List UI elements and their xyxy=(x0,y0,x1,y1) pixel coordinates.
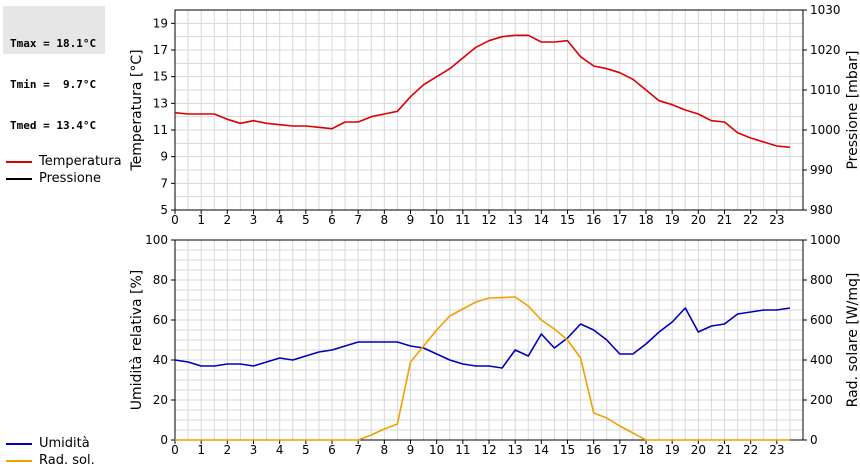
panel1-x-tick-label: 6 xyxy=(328,213,336,227)
panel2-x-tick-label: 13 xyxy=(508,443,523,457)
panel2-x-tick-label: 23 xyxy=(769,443,784,457)
panel1-x-tick-label: 15 xyxy=(560,213,575,227)
panel1-x-tick-label: 19 xyxy=(665,213,680,227)
panel1-y-tick-label: 15 xyxy=(153,70,168,84)
panel2-y-tick-label-right: 400 xyxy=(810,353,833,367)
panel2-x-tick-label: 11 xyxy=(455,443,470,457)
panel1-y-tick-label: 9 xyxy=(160,150,168,164)
panel2-x-tick-label: 3 xyxy=(250,443,258,457)
panel2-x-tick-label: 15 xyxy=(560,443,575,457)
legend-label-umidita: Umidità xyxy=(39,436,90,451)
panel1-y-tick-label-right: 1010 xyxy=(810,83,841,97)
panel2-x-tick-label: 18 xyxy=(638,443,653,457)
panel2-x-tick-label: 10 xyxy=(429,443,444,457)
panel1-x-tick-label: 14 xyxy=(534,213,549,227)
panel2-x-tick-label: 2 xyxy=(224,443,232,457)
panel2-x-tick-label: 6 xyxy=(328,443,336,457)
panel1-frame xyxy=(174,9,804,211)
legend-label-pressione: Pressione xyxy=(39,171,102,186)
panel1-x-tick-label: 4 xyxy=(276,213,284,227)
panel2-y-tick-label: 40 xyxy=(153,353,168,367)
panel2-x-tick-label: 9 xyxy=(407,443,415,457)
panel2-y-tick-label-right: 200 xyxy=(810,393,833,407)
panel1-x-tick-label: 21 xyxy=(717,213,732,227)
panel1-y-tick-label: 7 xyxy=(160,176,168,190)
panel2-x-tick-label: 20 xyxy=(691,443,706,457)
panel1-x-tick-label: 20 xyxy=(691,213,706,227)
panel2-x-tick-label: 22 xyxy=(743,443,758,457)
panel1-x-tick-label: 9 xyxy=(407,213,415,227)
panel1-x-tick-label: 5 xyxy=(302,213,310,227)
panel1-y-tick-label-right: 1030 xyxy=(810,3,841,17)
panel2-x-tick-label: 12 xyxy=(481,443,496,457)
panel2-ylabel-right: Rad. solare [W/mq] xyxy=(845,273,860,408)
panel1-x-tick-label: 1 xyxy=(197,213,205,227)
panel2-x-tick-label: 4 xyxy=(276,443,284,457)
panel1-x-tick-label: 18 xyxy=(638,213,653,227)
panel2-x-tick-label: 8 xyxy=(381,443,389,457)
panel1-x-tick-label: 12 xyxy=(481,213,496,227)
panel1-y-tick-label-right: 980 xyxy=(810,203,833,217)
panel1-x-tick-label: 22 xyxy=(743,213,758,227)
panel2-y-tick-label: 0 xyxy=(160,433,168,447)
panel1-y-tick-label: 5 xyxy=(160,203,168,217)
stat-tmax: Tmax = 18.1°C xyxy=(10,37,97,50)
legend-swatch-pressione xyxy=(6,178,32,180)
panel1-x-tick-label: 0 xyxy=(171,213,179,227)
panel2-y-tick-label-right: 0 xyxy=(810,433,818,447)
stats-box: Tmax = 18.1°C Tmin = 9.7°C Tmed = 13.4°C xyxy=(3,6,105,132)
panel1-x-tick-label: 16 xyxy=(586,213,601,227)
panel2-x-tick-label: 14 xyxy=(534,443,549,457)
panel2-x-tick-label: 7 xyxy=(354,443,362,457)
panel1-y-tick-label: 11 xyxy=(153,123,168,137)
panel2-x-tick-label: 1 xyxy=(197,443,205,457)
panel2-y-tick-label-right: 800 xyxy=(810,273,833,287)
stat-tmed: Tmed = 13.4°C xyxy=(10,119,97,132)
panel1-ylabel: Temperatura [°C] xyxy=(129,49,145,171)
legend-label-temperatura: Temperatura xyxy=(39,154,122,169)
panel1-y-tick-label-right: 1000 xyxy=(810,123,841,137)
panel1-x-tick-label: 11 xyxy=(455,213,470,227)
panel1-y-tick-label: 13 xyxy=(153,96,168,110)
panel2-y-tick-label: 100 xyxy=(145,233,168,247)
panel2-y-tick-label: 60 xyxy=(153,313,168,327)
panel1-x-tick-label: 10 xyxy=(429,213,444,227)
panel2-x-tick-label: 21 xyxy=(717,443,732,457)
legend-swatch-temperatura xyxy=(6,161,32,163)
panel2-frame xyxy=(174,239,804,441)
panel1-x-tick-label: 17 xyxy=(612,213,627,227)
panel2-x-tick-label: 0 xyxy=(171,443,179,457)
panel1-ylabel-right: Pressione [mbar] xyxy=(845,50,860,169)
panel2-x-tick-label: 16 xyxy=(586,443,601,457)
panel2-y-tick-label: 80 xyxy=(153,273,168,287)
legend-swatch-radsol xyxy=(6,460,32,462)
panel2-x-tick-label: 17 xyxy=(612,443,627,457)
panel2-series-rad-sol- xyxy=(175,296,790,441)
panel2-x-tick-label: 19 xyxy=(665,443,680,457)
panel2-x-tick-label: 5 xyxy=(302,443,310,457)
panel1-x-tick-label: 2 xyxy=(224,213,232,227)
stat-tmin: Tmin = 9.7°C xyxy=(10,78,97,91)
panel1-x-tick-label: 3 xyxy=(250,213,258,227)
panel1-y-tick-label-right: 990 xyxy=(810,163,833,177)
panel1-x-tick-label: 13 xyxy=(508,213,523,227)
panel1-y-tick-label: 19 xyxy=(153,16,168,30)
panel2-y-tick-label-right: 600 xyxy=(810,313,833,327)
panel1-x-tick-label: 7 xyxy=(354,213,362,227)
panel2-y-tick-label-right: 1000 xyxy=(810,233,841,247)
panel1-series-temperatura xyxy=(174,34,790,149)
panel1-x-tick-label: 23 xyxy=(769,213,784,227)
panel2-y-tick-label: 20 xyxy=(153,393,168,407)
panel1-x-tick-label: 8 xyxy=(381,213,389,227)
panel2-ylabel: Umidità relativa [%] xyxy=(129,270,145,411)
legend-swatch-umidita xyxy=(6,443,32,445)
panel2-series-umidit- xyxy=(174,307,791,369)
panel1-y-tick-label: 17 xyxy=(153,43,168,57)
panel1-y-tick-label-right: 1020 xyxy=(810,43,841,57)
